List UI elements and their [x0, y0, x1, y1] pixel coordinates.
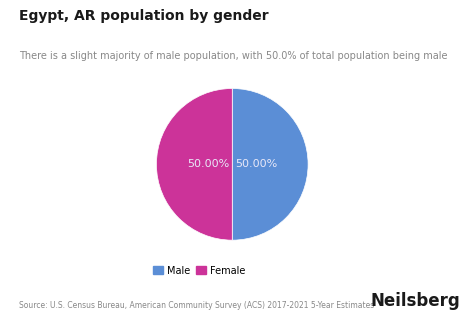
Text: Source: U.S. Census Bureau, American Community Survey (ACS) 2017-2021 5-Year Est: Source: U.S. Census Bureau, American Com…: [19, 301, 374, 310]
Wedge shape: [232, 88, 308, 240]
Text: 50.00%: 50.00%: [236, 159, 278, 169]
Legend: Male, Female: Male, Female: [149, 262, 249, 280]
Text: Neilsberg: Neilsberg: [370, 292, 460, 310]
Text: Egypt, AR population by gender: Egypt, AR population by gender: [19, 9, 269, 23]
Text: There is a slight majority of male population, with 50.0% of total population be: There is a slight majority of male popul…: [19, 51, 447, 61]
Text: 50.00%: 50.00%: [187, 159, 229, 169]
Wedge shape: [156, 88, 232, 240]
